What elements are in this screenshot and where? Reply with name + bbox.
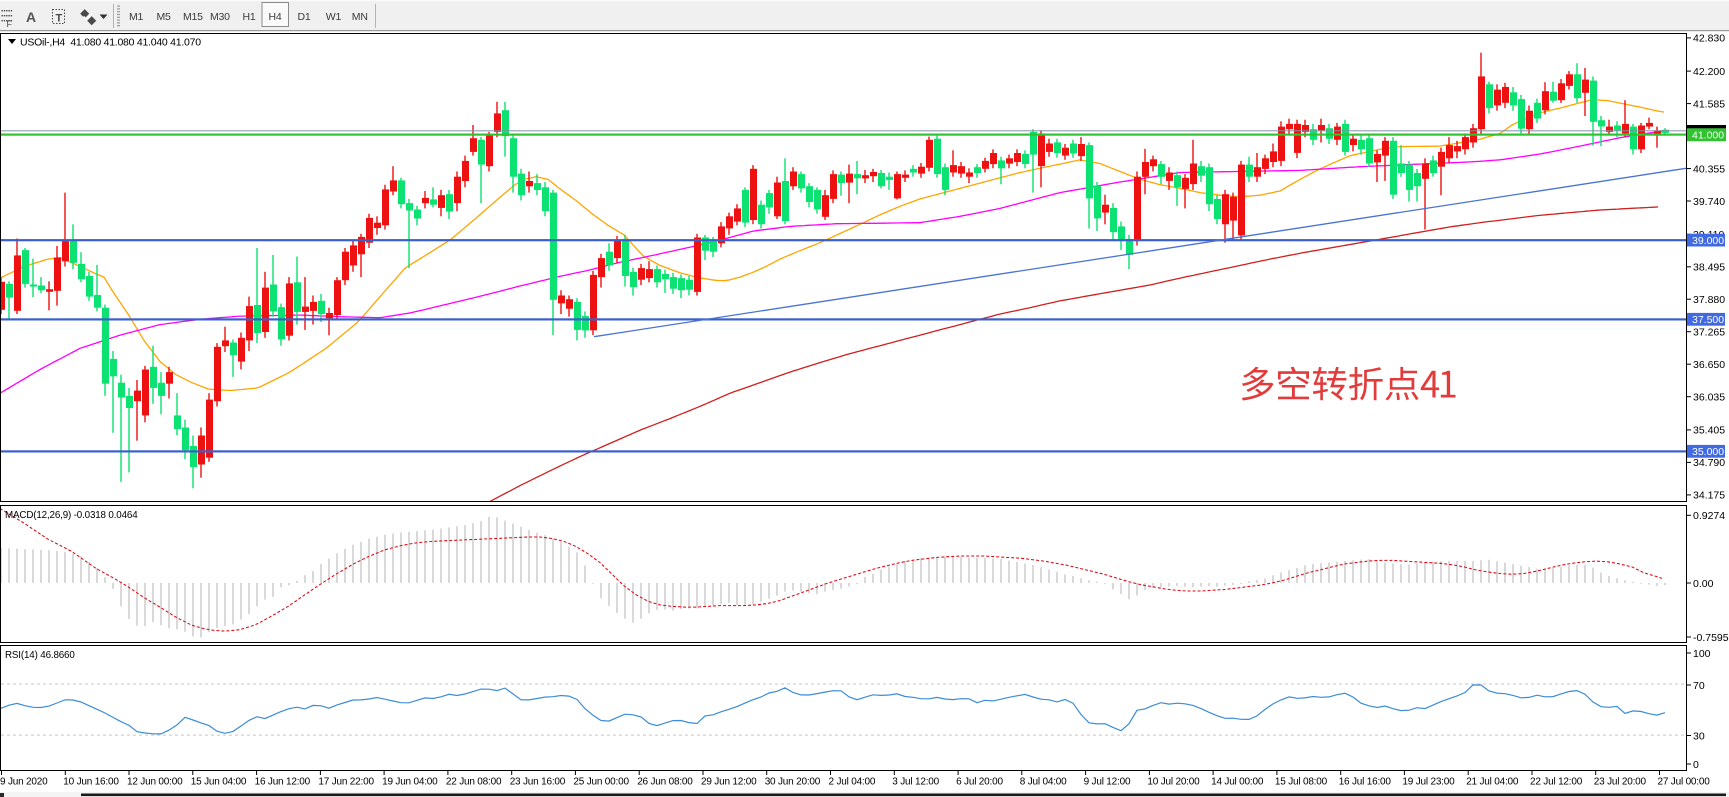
- svg-text:17 Jun 22:00: 17 Jun 22:00: [318, 777, 374, 788]
- svg-text:21 Jul 04:00: 21 Jul 04:00: [1466, 777, 1519, 788]
- svg-text:RSI(14) 46.8660: RSI(14) 46.8660: [5, 650, 75, 661]
- svg-text:M15: M15: [183, 11, 203, 23]
- svg-text:15 Jun 04:00: 15 Jun 04:00: [191, 777, 247, 788]
- svg-text:16 Jun 12:00: 16 Jun 12:00: [255, 777, 311, 788]
- svg-text:36.035: 36.035: [1693, 392, 1725, 404]
- svg-text:M1: M1: [129, 11, 144, 23]
- svg-text:30: 30: [1693, 730, 1705, 742]
- svg-text:23 Jul 20:00: 23 Jul 20:00: [1594, 777, 1647, 788]
- svg-text:T: T: [56, 13, 63, 25]
- svg-text:37.880: 37.880: [1693, 294, 1725, 306]
- svg-text:8 Jul 04:00: 8 Jul 04:00: [1020, 777, 1067, 788]
- svg-text:M5: M5: [157, 11, 172, 23]
- svg-text:39.000: 39.000: [1692, 235, 1724, 247]
- svg-text:USOil-,H4 41.080 41.080 41.04: USOil-,H4 41.080 41.080 41.040 41.070: [20, 37, 201, 49]
- svg-text:22 Jul 12:00: 22 Jul 12:00: [1530, 777, 1583, 788]
- svg-text:39.740: 39.740: [1693, 196, 1725, 208]
- svg-text:10 Jun 16:00: 10 Jun 16:00: [63, 777, 119, 788]
- svg-text:F: F: [7, 19, 13, 29]
- svg-text:0: 0: [1693, 759, 1699, 771]
- svg-text:34.175: 34.175: [1693, 490, 1725, 502]
- svg-text:H1: H1: [243, 11, 256, 23]
- svg-text:14 Jul 00:00: 14 Jul 00:00: [1211, 777, 1264, 788]
- svg-text:26 Jun 08:00: 26 Jun 08:00: [637, 777, 693, 788]
- svg-text:D1: D1: [298, 11, 311, 23]
- svg-text:34.790: 34.790: [1693, 457, 1725, 469]
- svg-text:19 Jun 04:00: 19 Jun 04:00: [382, 777, 438, 788]
- svg-text:41.000: 41.000: [1692, 130, 1724, 142]
- svg-text:23 Jun 16:00: 23 Jun 16:00: [510, 777, 566, 788]
- svg-text:19 Jul 23:00: 19 Jul 23:00: [1402, 777, 1455, 788]
- svg-text:12 Jun 00:00: 12 Jun 00:00: [127, 777, 183, 788]
- svg-text:35.000: 35.000: [1692, 446, 1724, 458]
- svg-text:0.9274: 0.9274: [1693, 510, 1725, 522]
- svg-text:29 Jun 12:00: 29 Jun 12:00: [701, 777, 757, 788]
- svg-text:40.355: 40.355: [1693, 163, 1725, 175]
- svg-text:42.830: 42.830: [1693, 33, 1725, 45]
- svg-text:22 Jun 08:00: 22 Jun 08:00: [446, 777, 502, 788]
- svg-text:41.585: 41.585: [1693, 98, 1725, 110]
- svg-text:37.265: 37.265: [1693, 327, 1725, 339]
- svg-text:6 Jul 20:00: 6 Jul 20:00: [956, 777, 1003, 788]
- svg-text:9 Jul 12:00: 9 Jul 12:00: [1084, 777, 1131, 788]
- svg-text:-0.7595: -0.7595: [1693, 632, 1729, 644]
- svg-text:42.200: 42.200: [1693, 66, 1725, 78]
- svg-text:M30: M30: [210, 11, 230, 23]
- svg-text:15 Jul 08:00: 15 Jul 08:00: [1275, 777, 1328, 788]
- svg-text:3 Jul 12:00: 3 Jul 12:00: [892, 777, 939, 788]
- svg-text:16 Jul 16:00: 16 Jul 16:00: [1339, 777, 1392, 788]
- svg-text:36.650: 36.650: [1693, 359, 1725, 371]
- svg-text:A: A: [26, 9, 36, 25]
- svg-text:27 Jul 00:00: 27 Jul 00:00: [1658, 777, 1711, 788]
- svg-text:30 Jun 20:00: 30 Jun 20:00: [765, 777, 821, 788]
- svg-text:MN: MN: [352, 11, 368, 23]
- svg-text:H4: H4: [269, 11, 282, 23]
- svg-text:W1: W1: [326, 11, 342, 23]
- svg-text:9 Jun 2020: 9 Jun 2020: [0, 777, 48, 788]
- svg-text:MACD(12,26,9) -0.0318 0.0464: MACD(12,26,9) -0.0318 0.0464: [5, 510, 138, 521]
- svg-text:25 Jun 00:00: 25 Jun 00:00: [573, 777, 629, 788]
- svg-text:70: 70: [1693, 680, 1705, 692]
- svg-text:10 Jul 20:00: 10 Jul 20:00: [1147, 777, 1200, 788]
- svg-text:35.405: 35.405: [1693, 425, 1725, 437]
- svg-text:38.495: 38.495: [1693, 262, 1725, 274]
- svg-text:0.00: 0.00: [1693, 578, 1714, 590]
- svg-text:2 Jul 04:00: 2 Jul 04:00: [829, 777, 876, 788]
- svg-text:100: 100: [1693, 648, 1711, 660]
- svg-text:37.500: 37.500: [1692, 314, 1724, 326]
